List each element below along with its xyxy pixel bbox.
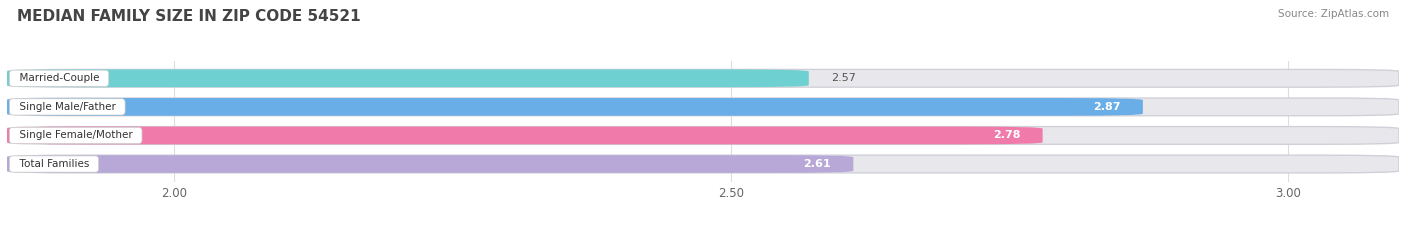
Text: Total Families: Total Families	[13, 159, 96, 169]
FancyBboxPatch shape	[7, 155, 1399, 173]
Text: Single Female/Mother: Single Female/Mother	[13, 130, 139, 140]
Text: 2.61: 2.61	[803, 159, 831, 169]
FancyBboxPatch shape	[7, 69, 808, 87]
FancyBboxPatch shape	[7, 127, 1043, 144]
Text: 2.78: 2.78	[993, 130, 1021, 140]
FancyBboxPatch shape	[7, 98, 1143, 116]
FancyBboxPatch shape	[7, 69, 1399, 87]
Text: Source: ZipAtlas.com: Source: ZipAtlas.com	[1278, 9, 1389, 19]
FancyBboxPatch shape	[7, 155, 853, 173]
Text: 2.57: 2.57	[831, 73, 856, 83]
Text: Married-Couple: Married-Couple	[13, 73, 105, 83]
Text: MEDIAN FAMILY SIZE IN ZIP CODE 54521: MEDIAN FAMILY SIZE IN ZIP CODE 54521	[17, 9, 360, 24]
Text: 2.87: 2.87	[1092, 102, 1121, 112]
FancyBboxPatch shape	[7, 98, 1399, 116]
FancyBboxPatch shape	[7, 127, 1399, 144]
Text: Single Male/Father: Single Male/Father	[13, 102, 122, 112]
